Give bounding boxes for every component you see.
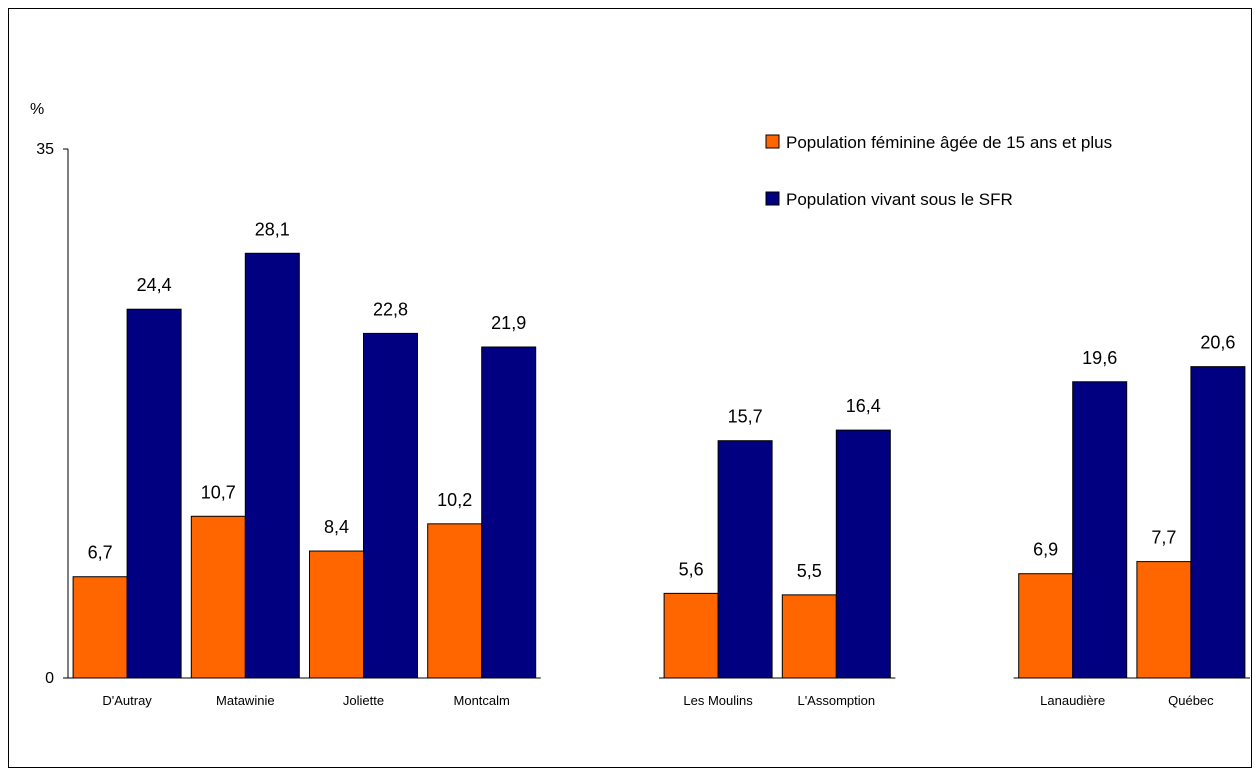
y-axis-label: %: [30, 101, 44, 118]
data-label: 7,7: [1151, 528, 1176, 548]
bar: [1190, 366, 1246, 679]
bar: [244, 252, 300, 679]
bar: [663, 592, 719, 679]
chart-frame: [8, 8, 1252, 768]
bar: [126, 308, 182, 679]
x-tick-label: Les Moulins: [683, 693, 753, 708]
bar: [1018, 573, 1074, 679]
data-label: 28,1: [255, 219, 290, 239]
bar: [363, 332, 418, 679]
x-tick-label: Joliette: [343, 693, 384, 708]
bar: [72, 576, 128, 679]
y-tick-label: 0: [45, 670, 54, 687]
bars: 6,7 24,4 D'Autray 10,7 28,1 Matawinie 8,4 22,8 J…: [72, 219, 1246, 708]
data-label: 6,7: [88, 543, 113, 563]
bar: [1136, 561, 1192, 679]
x-tick-label: Montcalm: [454, 693, 510, 708]
bar: [481, 346, 537, 679]
bar: [835, 429, 891, 679]
data-label: 10,2: [437, 490, 472, 510]
legend-label: Population vivant sous le SFR: [786, 190, 1013, 209]
data-label: 22,8: [373, 299, 408, 319]
data-label: 19,6: [1082, 348, 1117, 368]
bar: [190, 515, 246, 679]
bar: [781, 594, 837, 679]
bar: [427, 523, 483, 679]
x-tick-label: L'Assomption: [797, 693, 875, 708]
x-tick-label: Québec: [1168, 693, 1214, 708]
data-label: 10,7: [201, 482, 236, 502]
data-label: 16,4: [846, 396, 881, 416]
bar: [309, 550, 364, 679]
bar: [1072, 381, 1128, 679]
y-tick-label: 35: [36, 141, 54, 158]
data-label: 20,6: [1200, 333, 1235, 353]
bar: [717, 440, 773, 679]
data-label: 24,4: [137, 275, 172, 295]
data-label: 15,7: [728, 407, 763, 427]
data-label: 8,4: [324, 517, 349, 537]
x-tick-label: Lanaudière: [1040, 693, 1105, 708]
legend-swatch: [765, 191, 780, 206]
legend: Population féminine âgée de 15 ans et pl…: [765, 133, 1112, 209]
legend-swatch: [765, 134, 780, 149]
x-tick-label: Matawinie: [216, 693, 275, 708]
legend-label: Population féminine âgée de 15 ans et pl…: [786, 133, 1112, 152]
data-label: 5,6: [679, 559, 704, 579]
x-tick-label: D'Autray: [102, 693, 152, 708]
data-label: 6,9: [1033, 540, 1058, 560]
data-label: 5,5: [797, 561, 822, 581]
data-label: 21,9: [491, 313, 526, 333]
